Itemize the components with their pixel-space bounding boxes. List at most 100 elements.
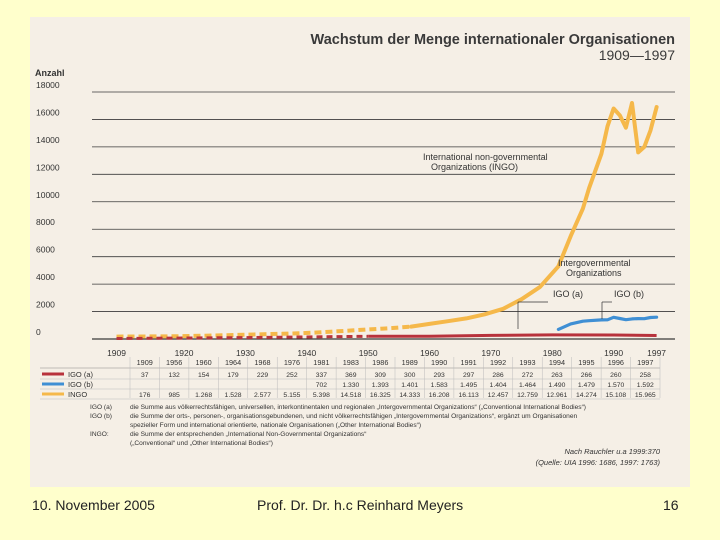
table-cell: 12.457 bbox=[488, 392, 509, 399]
table-cell: 293 bbox=[433, 372, 445, 379]
table-cell: 1.330 bbox=[342, 382, 359, 389]
table-cell: 16.325 bbox=[370, 392, 391, 399]
table-cell: 1.479 bbox=[578, 382, 595, 389]
ingo-annotation-line2: Organizations (INGO) bbox=[431, 162, 518, 172]
table-cell: 260 bbox=[610, 372, 622, 379]
note-text: die Summe der orts-, personen-, organisa… bbox=[130, 413, 577, 420]
igo-a-annotation: IGO (a) bbox=[553, 289, 583, 299]
y-tick-label: 4000 bbox=[36, 272, 55, 282]
table-cell: 1.404 bbox=[490, 382, 507, 389]
x-tick-label: 1970 bbox=[481, 348, 500, 358]
footer-author: Prof. Dr. Dr. h.c Reinhard Meyers bbox=[257, 497, 464, 513]
table-year-header: 1989 bbox=[402, 358, 418, 367]
y-tick-label: 12000 bbox=[36, 162, 60, 172]
table-cell: 154 bbox=[198, 372, 210, 379]
note-key: INGO: bbox=[90, 431, 109, 438]
table-cell: 309 bbox=[375, 372, 387, 379]
table-cell: 5.155 bbox=[283, 392, 300, 399]
table-cell: 369 bbox=[345, 372, 357, 379]
table-cell: 2.577 bbox=[254, 392, 271, 399]
table-year-header: 1981 bbox=[313, 358, 329, 367]
table-row-label: INGO bbox=[68, 390, 87, 399]
table-cell: 14.518 bbox=[340, 392, 361, 399]
note-text: („Conventional“ und „Other International… bbox=[130, 440, 273, 447]
table-cell: 258 bbox=[640, 372, 652, 379]
table-year-header: 1964 bbox=[225, 358, 241, 367]
table-year-header: 1956 bbox=[166, 358, 182, 367]
table-year-header: 1994 bbox=[549, 358, 565, 367]
table-cell: 337 bbox=[316, 372, 328, 379]
chart-subtitle: 1909—1997 bbox=[599, 47, 676, 63]
igo-annotation-line2: Organizations bbox=[566, 268, 622, 278]
x-tick-label: 1997 bbox=[647, 348, 666, 358]
y-tick-label: 0 bbox=[36, 327, 41, 337]
note-text: die Summe aus völkerrechtsfähigen, unive… bbox=[130, 404, 586, 411]
y-tick-label: 14000 bbox=[36, 135, 60, 145]
table-cell: 5.398 bbox=[313, 392, 330, 399]
table-cell: 14.274 bbox=[576, 392, 597, 399]
table-cell: 1.464 bbox=[519, 382, 536, 389]
table-cell: 15.965 bbox=[635, 392, 656, 399]
table-year-header: 1997 bbox=[637, 358, 653, 367]
y-tick-label: 18000 bbox=[36, 80, 60, 90]
table-year-header: 1960 bbox=[195, 358, 211, 367]
table-cell: 15.108 bbox=[605, 392, 626, 399]
table-cell: 176 bbox=[139, 392, 151, 399]
note-text: spezieller Form und international orient… bbox=[130, 422, 421, 429]
table-cell: 300 bbox=[404, 372, 416, 379]
table-cell: 297 bbox=[463, 372, 475, 379]
y-tick-label: 16000 bbox=[36, 107, 60, 117]
y-tick-label: 8000 bbox=[36, 217, 55, 227]
table-year-header: 1983 bbox=[343, 358, 359, 367]
y-tick-label: 10000 bbox=[36, 190, 60, 200]
table-cell: 132 bbox=[168, 372, 180, 379]
table-cell: 1.583 bbox=[431, 382, 448, 389]
table-cell: 16.208 bbox=[429, 392, 450, 399]
series-line-ingo bbox=[409, 101, 659, 329]
source-line1: Nach Rauchler u.a 1999:370 bbox=[565, 447, 661, 456]
x-tick-label: 1920 bbox=[175, 348, 194, 358]
table-year-header: 1976 bbox=[284, 358, 300, 367]
table-cell: 1.393 bbox=[372, 382, 389, 389]
table-cell: 1.570 bbox=[607, 382, 624, 389]
series-line-igo-b bbox=[556, 315, 659, 331]
table-year-header: 1990 bbox=[431, 358, 447, 367]
y-axis-label: Anzahl bbox=[35, 68, 65, 78]
table-year-header: 1968 bbox=[254, 358, 270, 367]
table-cell: 229 bbox=[257, 372, 269, 379]
source-line2: (Quelle: UIA 1996: 1686, 1997: 1763) bbox=[536, 458, 661, 467]
series-line-ingo-early bbox=[116, 324, 412, 339]
ingo-annotation-line1: International non-governmental bbox=[423, 152, 548, 162]
table-year-header: 1996 bbox=[608, 358, 624, 367]
footer-page-number: 16 bbox=[663, 497, 679, 513]
table-year-header: 1991 bbox=[460, 358, 476, 367]
table-cell: 272 bbox=[522, 372, 534, 379]
table-cell: 1.401 bbox=[401, 382, 418, 389]
x-tick-label: 1940 bbox=[297, 348, 316, 358]
table-row-label: IGO (a) bbox=[68, 370, 94, 379]
table-cell: 12.759 bbox=[517, 392, 538, 399]
x-tick-label: 1909 bbox=[107, 348, 126, 358]
chart-panel: Wachstum der Menge internationaler Organ… bbox=[30, 17, 690, 487]
table-cell: 1.490 bbox=[548, 382, 565, 389]
chart: Wachstum der Menge internationaler Organ… bbox=[35, 32, 676, 467]
table-cell: 702 bbox=[316, 382, 328, 389]
y-tick-label: 6000 bbox=[36, 245, 55, 255]
table-cell: 1.528 bbox=[225, 392, 242, 399]
x-tick-label: 1990 bbox=[604, 348, 623, 358]
x-tick-label: 1950 bbox=[359, 348, 378, 358]
table-cell: 252 bbox=[286, 372, 298, 379]
igo-b-annotation: IGO (b) bbox=[614, 289, 644, 299]
x-tick-label: 1930 bbox=[236, 348, 255, 358]
table-cell: 1.592 bbox=[637, 382, 654, 389]
note-key: IGO (a) bbox=[90, 404, 112, 411]
table-cell: 179 bbox=[227, 372, 239, 379]
table-cell: 37 bbox=[141, 372, 149, 379]
table-cell: 1.268 bbox=[195, 392, 212, 399]
chart-title: Wachstum der Menge internationaler Organ… bbox=[311, 32, 675, 48]
table-cell: 1.495 bbox=[460, 382, 477, 389]
table-cell: 14.333 bbox=[399, 392, 420, 399]
x-tick-label: 1960 bbox=[420, 348, 439, 358]
table-cell: 16.113 bbox=[458, 392, 479, 399]
table-cell: 266 bbox=[581, 372, 593, 379]
